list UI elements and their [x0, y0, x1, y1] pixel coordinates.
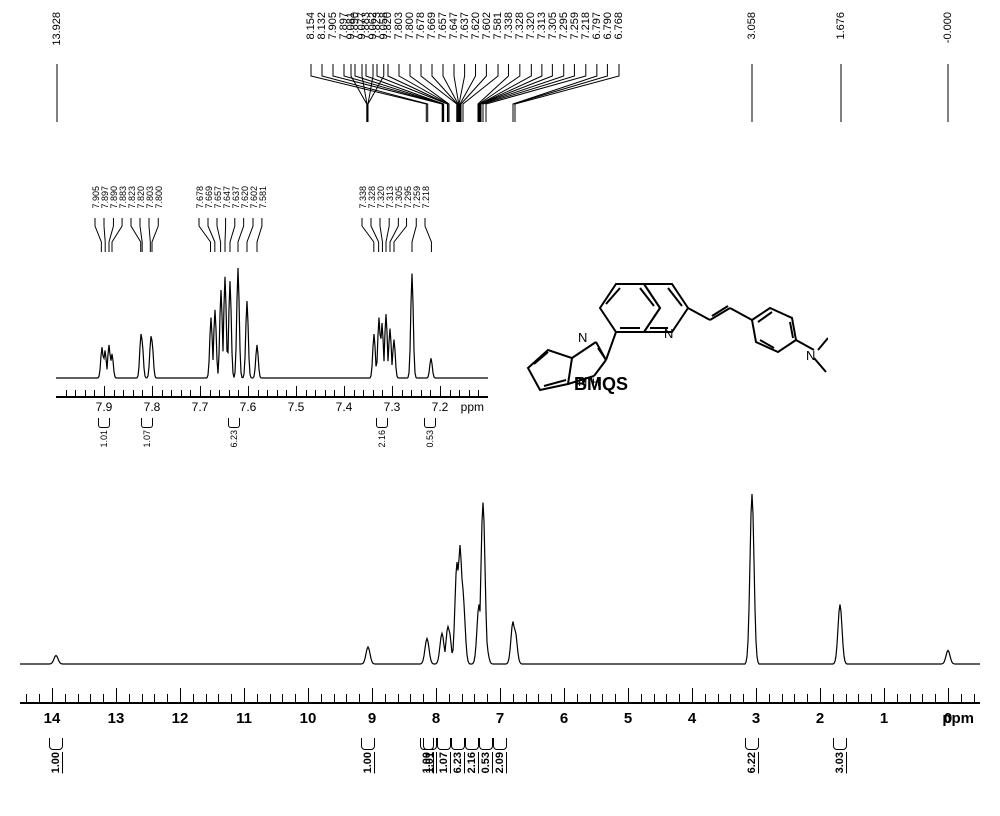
integral-mark: 3.03	[833, 738, 847, 773]
peak-label: 1.676	[835, 12, 847, 40]
inset-peak-labels: 7.9057.8977.8907.8837.8237.8207.8037.800…	[56, 186, 488, 246]
inset-integrals: 1.011.076.232.160.53	[56, 418, 488, 462]
svg-text:N: N	[806, 348, 815, 363]
axis-tick-label: 1	[880, 710, 888, 727]
svg-text:N: N	[664, 326, 673, 341]
peak-label: -0.000	[942, 12, 954, 43]
integral-mark: 6.22	[745, 738, 759, 773]
peak-label: 3.058	[746, 12, 758, 40]
main-spectrum	[20, 470, 980, 670]
inset-spectrum-panel: 7.9057.8977.8907.8837.8237.8207.8037.800…	[56, 186, 488, 466]
axis-tick-label: 11	[236, 710, 252, 727]
inset-spectrum	[56, 252, 488, 382]
peak-label: 13.928	[51, 12, 63, 46]
top-peak-labels: 13.9289.0819.0779.0629.0588.1548.1327.90…	[0, 12, 1000, 122]
axis-tick-label: 12	[172, 710, 189, 727]
axis-tick-label: 2	[816, 710, 824, 727]
axis-tick-label: 6	[560, 710, 568, 727]
integral-mark: 1.00	[49, 738, 63, 773]
axis-tick-label: 9	[368, 710, 376, 727]
peak-label: 6.768	[613, 12, 625, 40]
inset-x-axis: ppm 7.97.87.77.67.57.47.37.2	[56, 386, 488, 416]
integral-mark: 1.00	[361, 738, 375, 773]
axis-tick-label: 10	[300, 710, 317, 727]
axis-tick-label: 0	[944, 710, 952, 727]
axis-tick-label: 3	[752, 710, 760, 727]
main-integrals: 1.001.001.006.223.031.011.076.232.160.53…	[20, 738, 980, 798]
svg-text:N: N	[578, 330, 587, 345]
axis-tick-label: 7	[496, 710, 504, 727]
axis-tick-label: 14	[44, 710, 61, 727]
axis-unit: ppm	[461, 400, 484, 414]
axis-tick-label: 13	[108, 710, 125, 727]
molecule-structure: N N H N	[508, 200, 828, 400]
axis-tick-label: 8	[432, 710, 440, 727]
axis-tick-label: 4	[688, 710, 696, 727]
axis-tick-label: 5	[624, 710, 632, 727]
molecule-title: BMQS	[574, 374, 628, 395]
